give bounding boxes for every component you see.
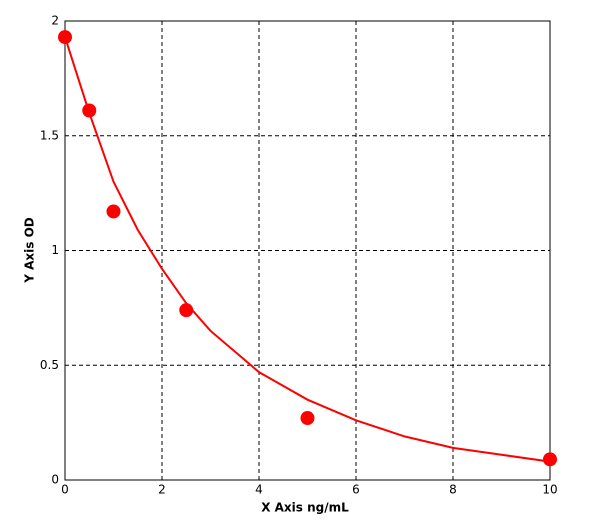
data-point bbox=[106, 204, 121, 219]
y-axis-title: Y Axis OD bbox=[23, 217, 37, 284]
x-tick-label: 0 bbox=[61, 483, 69, 497]
data-point bbox=[300, 411, 315, 426]
x-tick-label: 2 bbox=[158, 483, 166, 497]
x-tick-label: 4 bbox=[255, 483, 263, 497]
x-axis-title: X Axis ng/mL bbox=[261, 501, 349, 515]
data-point bbox=[543, 452, 557, 467]
data-point bbox=[58, 30, 72, 45]
y-tick-label: 2 bbox=[51, 14, 59, 28]
data-point bbox=[179, 303, 194, 318]
data-point bbox=[82, 103, 97, 118]
y-tick-label: 0.5 bbox=[40, 358, 59, 372]
y-tick-label: 1.5 bbox=[40, 128, 59, 142]
y-tick-label: 1 bbox=[51, 243, 59, 257]
fit-curve bbox=[64, 36, 551, 463]
y-tick-label: 0 bbox=[51, 473, 59, 487]
x-tick-label: 8 bbox=[449, 483, 457, 497]
x-tick-label: 10 bbox=[542, 483, 557, 497]
x-tick-label: 6 bbox=[352, 483, 360, 497]
